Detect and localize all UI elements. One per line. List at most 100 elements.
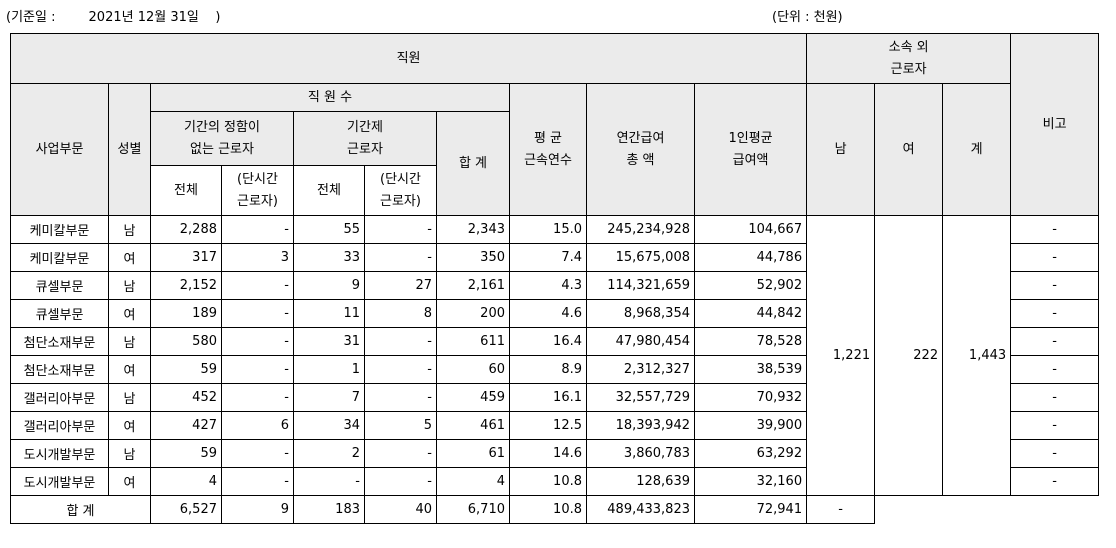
tenure-cell: 12.5 (509, 411, 587, 440)
totals-note: - (806, 495, 876, 524)
avg-pay-cell: 44,842 (693, 299, 808, 328)
tenure-cell: 4.6 (509, 299, 587, 328)
avg-pay-cell: 104,667 (693, 215, 808, 244)
totals-fixed-all: 183 (293, 495, 365, 524)
fixed-parttime-header: (단시간 근로자) (364, 165, 437, 216)
annual-pay-cell: 128,639 (586, 467, 695, 496)
external-male-cell: 1,221 (806, 215, 876, 496)
tenure-cell: 16.4 (509, 327, 587, 356)
external-total-header: 계 (942, 83, 1012, 216)
totals-headcount: 6,710 (436, 495, 510, 524)
avg-pay-cell: 63,292 (693, 439, 808, 468)
indefinite-header-line2: 없는 근로자 (190, 141, 254, 157)
gender-cell: 남 (108, 327, 151, 356)
indefinite-all-cell: 427 (150, 411, 222, 440)
fixed-parttime-cell: 8 (364, 299, 437, 328)
indefinite-parttime-cell: - (221, 467, 294, 496)
totals-indefinite-parttime: 9 (221, 495, 294, 524)
avg-pay-cell: 78,528 (693, 327, 808, 356)
division-cell: 큐셀부문 (10, 299, 109, 328)
indefinite-workers-header: 기간의 정함이 없는 근로자 (150, 111, 294, 166)
totals-avg-pay: 72,941 (693, 495, 808, 524)
indefinite-parttime-cell: - (221, 327, 294, 356)
annual-pay-cell: 114,321,659 (586, 271, 695, 300)
indefinite-parttime-cell: - (221, 355, 294, 384)
annual-pay-cell: 3,860,783 (586, 439, 695, 468)
tenure-header: 평 균 근속연수 (509, 83, 587, 216)
external-male-header: 남 (806, 83, 876, 216)
fixed-parttime-cell: - (364, 243, 437, 272)
gender-cell: 남 (108, 383, 151, 412)
indefinite-parttime-cell: - (221, 271, 294, 300)
headcount-total-cell: 2,343 (436, 215, 510, 244)
avg-pay-cell: 44,786 (693, 243, 808, 272)
avg-pay-cell: 38,539 (693, 355, 808, 384)
table-body: 케미칼부문 남 2,288-55-2,343 15.0 245,234,928 104,6… (10, 215, 1100, 496)
indefinite-all-cell: 59 (150, 439, 222, 468)
totals-indefinite-all: 6,527 (150, 495, 222, 524)
avg-pay-cell: 32,160 (693, 467, 808, 496)
avg-pay-cell: 52,902 (693, 271, 808, 300)
external-total-cell: 1,443 (942, 215, 1012, 496)
fixed-all-cell: 1 (293, 355, 365, 384)
external-workers-header: 소속 외 근로자 (806, 33, 1012, 84)
fixed-term-workers-header: 기간제 근로자 (293, 111, 437, 166)
table-row: 케미칼부문 남 2,288-55-2,343 15.0 245,234,928 104,6… (10, 215, 1100, 496)
headcount-total-header: 합 계 (436, 111, 510, 216)
table-row: 큐셀부문 여 189-11 8 200 4.6 8,968,354 44,842- (10, 299, 1100, 328)
gender-cell: 여 (108, 411, 151, 440)
avg-header-line2: 급여액 (732, 152, 769, 168)
gender-cell: 남 (108, 439, 151, 468)
fixed-all-cell: 34 (293, 411, 365, 440)
employee-table: 직원 소속 외 근로자 비고 사업부문 성별 직 원 수 평 균 근속연수 연간… (9, 33, 1100, 524)
tenure-cell: 7.4 (509, 243, 587, 272)
unit-label: (단위 : 천원) (772, 10, 843, 25)
table-header: 직원 소속 외 근로자 비고 사업부문 성별 직 원 수 평 균 근속연수 연간… (9, 33, 1100, 216)
parttime-header-line1: (단시간 (237, 171, 278, 187)
indefinite-parttime-header: (단시간 근로자) (221, 165, 294, 216)
avg-pay-cell: 70,932 (693, 383, 808, 412)
parttime-header-line1: (단시간 (380, 171, 421, 187)
avg-pay-header: 1인평균 급여액 (693, 83, 808, 216)
headcount-total-cell: 350 (436, 243, 510, 272)
table-row: 첨단소재부문 남 580-31-611 16.4 47,980,454 78,528- (10, 327, 1100, 356)
headcount-total-cell: 459 (436, 383, 510, 412)
note-cell: - (1010, 383, 1100, 412)
headcount-total-cell: 200 (436, 299, 510, 328)
header-line: (기준일 : 2021년 12월 31일 ) (단위 : 천원) (0, 0, 1116, 30)
indefinite-parttime-cell: - (221, 215, 294, 244)
indefinite-all-cell: 4 (150, 467, 222, 496)
fixed-parttime-cell: - (364, 327, 437, 356)
division-cell: 큐셀부문 (10, 271, 109, 300)
external-header-line2: 근로자 (890, 61, 927, 77)
division-cell: 도시개발부문 (10, 439, 109, 468)
division-header: 사업부문 (10, 83, 109, 216)
note-cell: - (1010, 215, 1100, 244)
note-cell: - (1010, 411, 1100, 440)
fixed-parttime-cell: - (364, 383, 437, 412)
totals-label: 합 계 (10, 495, 151, 524)
tenure-cell: 4.3 (509, 271, 587, 300)
tenure-header-line2: 근속연수 (524, 152, 572, 168)
headcount-total-cell: 4 (436, 467, 510, 496)
fixed-all-cell: 33 (293, 243, 365, 272)
tenure-header-line1: 평 균 (533, 130, 563, 146)
gender-cell: 남 (108, 271, 151, 300)
tenure-cell: 16.1 (509, 383, 587, 412)
gender-header: 성별 (108, 83, 151, 216)
indefinite-all-cell: 452 (150, 383, 222, 412)
fixed-parttime-cell: - (364, 215, 437, 244)
pay-header-line1: 연간급여 (616, 130, 665, 146)
indefinite-parttime-cell: 3 (221, 243, 294, 272)
fixed-all-cell: 9 (293, 271, 365, 300)
indefinite-header-line1: 기간의 정함이 (184, 119, 260, 135)
note-cell: - (1010, 243, 1100, 272)
fixed-parttime-cell: - (364, 467, 437, 496)
staff-header: 직원 (9, 33, 808, 84)
indefinite-all-cell: 317 (150, 243, 222, 272)
fixed-parttime-cell: - (364, 355, 437, 384)
fixed-all-header: 전체 (293, 165, 365, 216)
note-cell: - (1010, 439, 1100, 468)
table-row: 도시개발부문 남 59-2-61 14.6 3,860,783 63,292- (10, 439, 1100, 468)
indefinite-all-cell: 189 (150, 299, 222, 328)
